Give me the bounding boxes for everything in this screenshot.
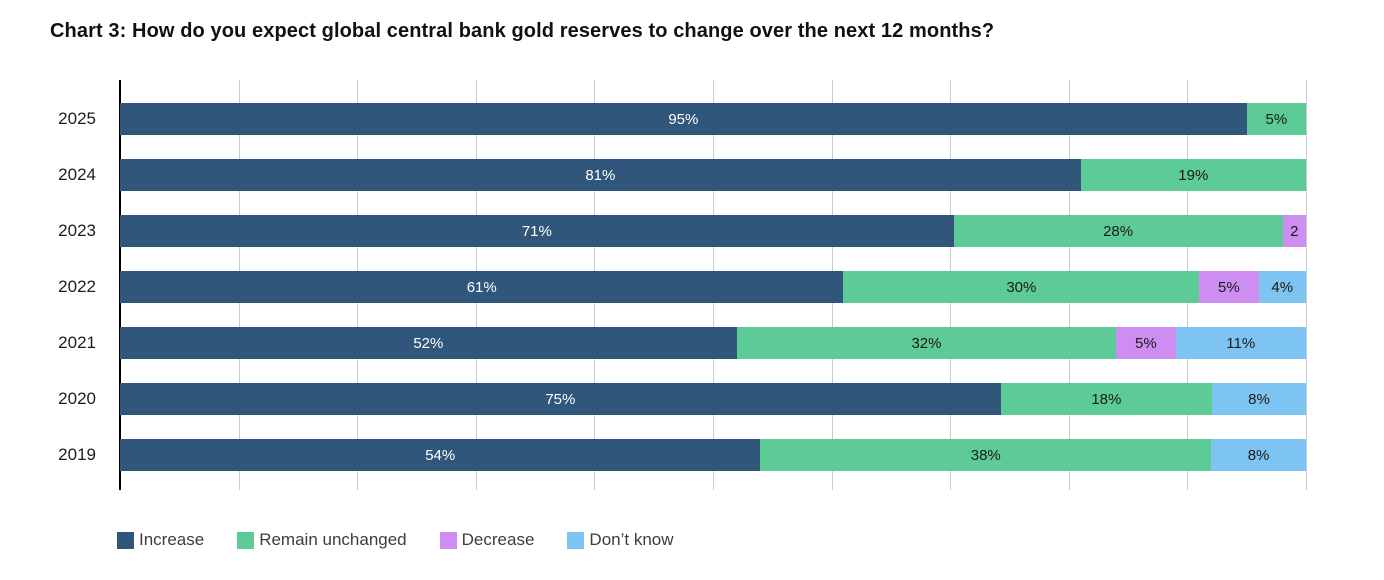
legend-label: Remain unchanged (259, 530, 407, 549)
year-label: 2024 (58, 165, 96, 184)
year-label: 2019 (58, 445, 96, 464)
bar-segment-don-t-know: 8% (1211, 439, 1306, 471)
bar-segment-don-t-know: 4% (1258, 271, 1306, 303)
legend-label: Increase (139, 530, 205, 549)
segment-label: 5% (1135, 334, 1157, 352)
segment-label: 19% (1178, 166, 1209, 184)
bar-segment-remain-unchanged: 32% (736, 327, 1117, 359)
legend-swatch (117, 531, 134, 549)
segment-label: 2 (1290, 222, 1299, 240)
bar-segment-remain-unchanged: 28% (953, 215, 1283, 247)
legend-swatch (567, 531, 585, 549)
segment-label: 5% (1265, 110, 1288, 128)
year-label: 2023 (58, 221, 96, 240)
bar-segment-increase: 71% (120, 215, 954, 247)
segment-label: 4% (1271, 278, 1294, 296)
plot-area: 2025 95% 5% 2024 81% 19% 2023 71% 28% 2 2022 61% 30%… (58, 80, 1307, 490)
bar-segment-remain-unchanged: 38% (760, 439, 1212, 471)
segment-label: 75% (545, 390, 576, 408)
legend: Increase Remain unchanged Decrease Don’t kn… (117, 530, 674, 550)
segment-label: 18% (1091, 390, 1122, 408)
bar-segment-increase: 54% (120, 439, 761, 471)
segment-label: 81% (585, 166, 616, 184)
bar-segment-don-t-know: 11% (1175, 327, 1306, 359)
chart-title: Chart 3: How do you expect global centra… (50, 20, 995, 42)
segment-label: 95% (668, 110, 699, 128)
legend-item-decrease: Decrease (439, 530, 535, 550)
bar-segment-increase: 81% (120, 159, 1081, 191)
segment-label: 5% (1218, 278, 1240, 296)
bar-row-2021: 2021 52% 32% 5% 11% (58, 327, 1306, 359)
bar-segment-increase: 75% (120, 383, 1001, 415)
gridline-100 (1306, 80, 1307, 490)
legend-label: Don’t know (589, 530, 674, 549)
bar-segment-remain-unchanged: 18% (1000, 383, 1213, 415)
bar-row-2019: 2019 54% 38% 8% (58, 439, 1306, 471)
segment-label: 28% (1103, 222, 1134, 240)
segment-label: 61% (466, 278, 497, 296)
bar-segment-remain-unchanged: 30% (843, 271, 1200, 303)
legend-swatch (237, 531, 255, 549)
bar-segment-remain-unchanged: 5% (1246, 103, 1306, 135)
segment-label: 54% (425, 446, 456, 464)
year-label: 2022 (58, 277, 96, 296)
legend-item-remain-unchanged: Remain unchanged (237, 530, 407, 550)
bar-segment-increase: 95% (120, 103, 1247, 135)
bar-segment-increase: 61% (120, 271, 844, 303)
bar-row-2023: 2023 71% 28% 2 (58, 215, 1306, 247)
bar-segment-decrease: 5% (1199, 271, 1259, 303)
bar-row-2024: 2024 81% 19% (58, 159, 1306, 191)
legend-item-don-t-know: Don’t know (567, 530, 674, 550)
year-label: 2025 (58, 109, 96, 128)
year-label: 2020 (58, 389, 96, 408)
segment-label: 8% (1247, 446, 1270, 464)
segment-label: 30% (1006, 278, 1037, 296)
segment-label: 71% (521, 222, 552, 240)
segment-label: 38% (970, 446, 1001, 464)
bar-segment-decrease: 5% (1116, 327, 1176, 359)
year-label: 2021 (58, 333, 96, 352)
segment-label: 52% (413, 334, 444, 352)
bar-row-2025: 2025 95% 5% (58, 103, 1306, 135)
bar-segment-don-t-know: 8% (1212, 383, 1306, 415)
bar-segment-remain-unchanged: 19% (1080, 159, 1306, 191)
bar-row-2022: 2022 61% 30% 5% 4% (58, 271, 1306, 303)
segment-label: 8% (1248, 390, 1270, 408)
legend-swatch (439, 531, 457, 549)
bar-segment-decrease: 2 (1282, 215, 1306, 247)
legend-label: Decrease (461, 530, 535, 549)
bar-segment-increase: 52% (120, 327, 737, 359)
segment-label: 11% (1226, 334, 1256, 352)
bar-row-2020: 2020 75% 18% 8% (58, 383, 1306, 415)
segment-label: 32% (911, 334, 942, 352)
legend-item-increase: Increase (117, 530, 204, 550)
